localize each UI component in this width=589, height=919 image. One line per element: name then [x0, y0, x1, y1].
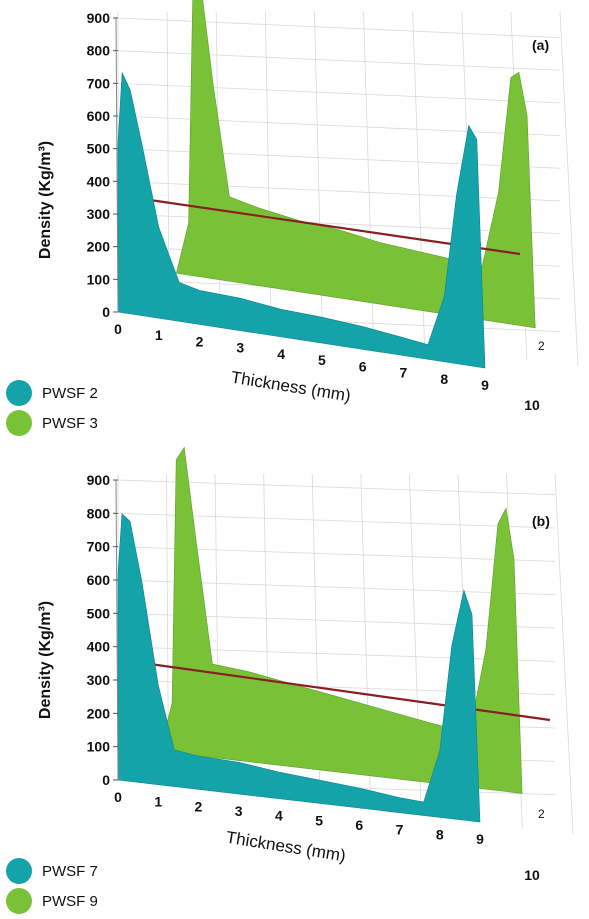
- x-tick-label: 10: [524, 867, 540, 883]
- x-tick-label: 5: [318, 352, 326, 368]
- depth-tick-label: 2: [538, 339, 545, 353]
- y-axis: 0 100 200 300 400 500 600 700 800 900 Density (Kg/…: [37, 472, 119, 788]
- legend-swatch-teal: [6, 380, 32, 406]
- legend-swatch-green: [6, 888, 32, 914]
- gridline: [117, 180, 561, 202]
- y-tick-label: 500: [87, 605, 111, 621]
- chart-panel-a: 0 100 200 300 400 500 600 700 800 900 Density (Kg/…: [0, 0, 589, 450]
- y-tick-label: 400: [87, 173, 111, 189]
- y-tick-label: 200: [87, 239, 111, 255]
- x-tick-label: 7: [396, 822, 404, 838]
- y-axis-label: Density (Kg/m³): [37, 141, 54, 259]
- y-axis-line: [115, 17, 119, 313]
- x-tick-label: 6: [359, 358, 367, 374]
- x-tick-label: 4: [277, 346, 285, 362]
- y-tick-label: 400: [87, 639, 111, 655]
- y-tick-label: 900: [87, 10, 111, 26]
- panel-label: (a): [532, 37, 549, 53]
- series-area-pwsf-3: [175, 0, 536, 329]
- y-tick-label: 800: [87, 43, 111, 59]
- y-tick-label: 700: [87, 75, 111, 91]
- y-tick-label: 900: [87, 472, 111, 488]
- y-tick-label: 100: [87, 271, 111, 287]
- x-tick-label: 9: [476, 831, 484, 847]
- gridline: [117, 17, 561, 38]
- x-tick-label: 2: [196, 333, 204, 349]
- x-tick-label: 3: [235, 803, 243, 819]
- legend-label: PWSF 7: [42, 862, 98, 880]
- y-tick-label: 200: [87, 705, 111, 721]
- y-tick-label: 100: [87, 739, 111, 755]
- y-tick-label: 0: [102, 772, 110, 788]
- gridline: [117, 148, 561, 169]
- x-tick-label: 8: [436, 826, 444, 842]
- legend-item: PWSF 9: [6, 886, 98, 916]
- y-tick-label: 500: [87, 141, 111, 157]
- x-tick-label: 8: [440, 371, 448, 387]
- legend-label: PWSF 2: [42, 384, 98, 402]
- legend-b: PWSF 7 PWSF 9: [6, 856, 98, 916]
- x-tick-label: 1: [154, 794, 162, 810]
- legend-swatch-green: [6, 410, 32, 436]
- x-tick-label: 0: [114, 321, 122, 337]
- y-tick-label: 600: [87, 108, 111, 124]
- gridline: [554, 473, 574, 835]
- y-tick-label: 800: [87, 505, 111, 521]
- y-axis-line: [115, 479, 119, 781]
- panel-label: (b): [532, 513, 550, 529]
- x-tick-label: 7: [400, 365, 408, 381]
- x-tick-label: 9: [481, 377, 489, 393]
- x-axis-label: Thickness (mm): [225, 828, 347, 866]
- legend-item: PWSF 2: [6, 378, 98, 408]
- chart-panel-b: 0 100 200 300 400 500 600 700 800 900 Density (Kg/…: [0, 446, 589, 919]
- series-area-pwsf-2: [117, 72, 486, 369]
- legend-label: PWSF 3: [42, 414, 98, 432]
- y-tick-label: 300: [87, 672, 111, 688]
- gridline: [117, 82, 561, 104]
- legend-item: PWSF 3: [6, 408, 98, 438]
- depth-tick-label: 2: [538, 807, 545, 821]
- y-tick-label: 300: [87, 206, 111, 222]
- legend-a: PWSF 2 PWSF 3: [6, 378, 98, 438]
- y-tick-label: 0: [102, 304, 110, 320]
- x-tick-label: 0: [114, 789, 122, 805]
- legend-swatch-teal: [6, 858, 32, 884]
- series-area-pwsf-7: [117, 513, 481, 823]
- gridline: [559, 11, 579, 367]
- legend-label: PWSF 9: [42, 892, 98, 910]
- x-tick-label: 5: [315, 812, 323, 828]
- y-axis-label: Density (Kg/m³): [37, 601, 54, 719]
- x-tick-label: 6: [355, 817, 363, 833]
- gridline: [117, 115, 561, 136]
- x-tick-label: 10: [524, 397, 540, 413]
- x-tick-label: 2: [195, 798, 203, 814]
- reference-line: [149, 662, 551, 722]
- y-tick-label: 600: [87, 572, 111, 588]
- y-tick-label: 700: [87, 539, 111, 555]
- gridline: [117, 50, 561, 71]
- x-tick-label: 4: [275, 808, 283, 824]
- y-axis: 0 100 200 300 400 500 600 700 800 900 Density (Kg/…: [37, 10, 119, 320]
- x-axis-label: Thickness (mm): [230, 368, 352, 406]
- legend-item: PWSF 7: [6, 856, 98, 886]
- gridline: [117, 479, 556, 496]
- x-tick-label: 1: [155, 327, 163, 343]
- x-tick-label: 3: [236, 340, 244, 356]
